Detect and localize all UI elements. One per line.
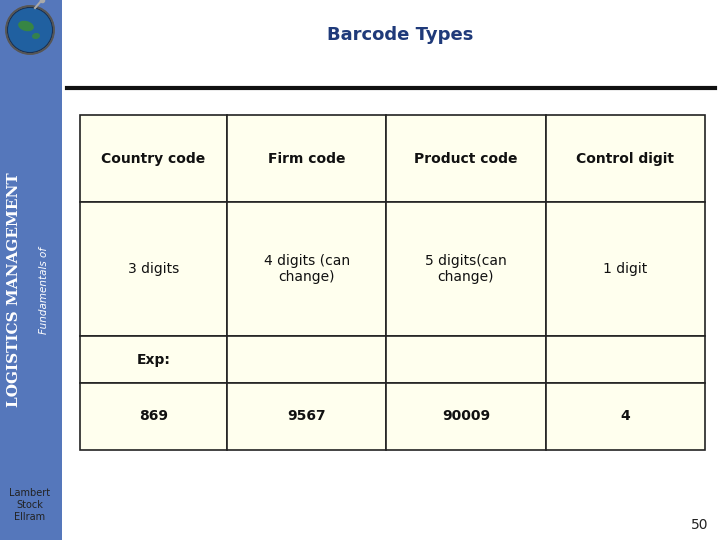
Text: 4: 4 [621,409,630,423]
Bar [227,202,386,336]
Bar [386,115,546,202]
Circle shape [8,8,52,52]
Text: Country code: Country code [102,152,206,166]
Bar [546,336,705,383]
Text: 869: 869 [139,409,168,423]
Bar [546,383,705,450]
Text: 5 digits(can
change): 5 digits(can change) [425,254,507,284]
Text: 90009: 90009 [442,409,490,423]
Bar [80,202,227,336]
Circle shape [6,6,54,54]
Bar [227,383,386,450]
Text: Fundamentals of: Fundamentals of [39,246,49,334]
Text: 3 digits: 3 digits [128,262,179,276]
Bar [0,0,62,540]
Text: 1 digit: 1 digit [603,262,647,276]
Bar [80,383,227,450]
Ellipse shape [32,33,40,39]
Text: Control digit: Control digit [576,152,675,166]
Bar [386,383,546,450]
Bar [227,115,386,202]
Text: LOGISTICS MANAGEMENT: LOGISTICS MANAGEMENT [7,173,21,407]
Text: Product code: Product code [414,152,518,166]
Text: Exp:: Exp: [137,353,171,367]
Text: Firm code: Firm code [268,152,346,166]
Text: 9567: 9567 [287,409,326,423]
Bar [546,202,705,336]
Text: 4 digits (can
change): 4 digits (can change) [264,254,350,284]
Text: Barcode Types: Barcode Types [327,26,473,44]
Bar [386,336,546,383]
Bar [227,336,386,383]
Bar [386,202,546,336]
Bar [546,115,705,202]
Text: Lambert
Stock
Ellram: Lambert Stock Ellram [9,488,50,522]
Bar [80,115,227,202]
Bar [80,336,227,383]
Ellipse shape [18,21,34,31]
Text: 50: 50 [691,518,708,532]
